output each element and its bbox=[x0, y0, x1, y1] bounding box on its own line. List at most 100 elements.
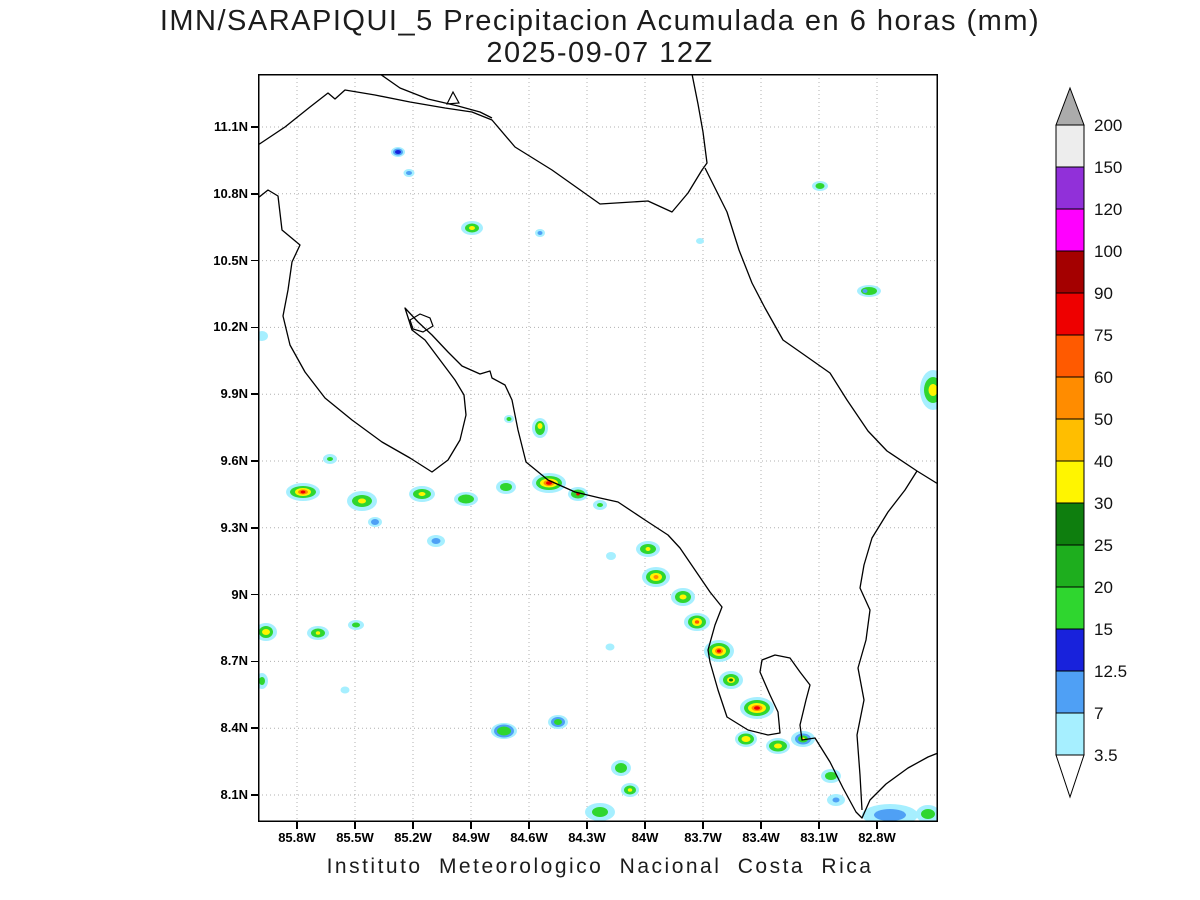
precip-cell-layer bbox=[537, 423, 543, 429]
colorbar-tick-label: 150 bbox=[1094, 158, 1122, 177]
lat-tick-label: 8.7N bbox=[220, 653, 248, 669]
colorbar-tick-label: 50 bbox=[1094, 410, 1113, 429]
precip-cell-layer bbox=[315, 631, 321, 635]
precip-cell-layer bbox=[606, 552, 616, 560]
coastline-path bbox=[258, 189, 938, 819]
axis-tick bbox=[354, 822, 356, 829]
axis-tick bbox=[818, 822, 820, 829]
colorbar-tick-label: 20 bbox=[1094, 578, 1113, 597]
precip-cell-layer bbox=[358, 498, 366, 504]
colorbar-under-arrow bbox=[1055, 754, 1085, 799]
colorbar-segment bbox=[1055, 712, 1085, 756]
colorbar-segment bbox=[1055, 376, 1085, 420]
lat-tick-label: 9.9N bbox=[220, 386, 248, 402]
grid-lines bbox=[258, 74, 938, 822]
axis-tick bbox=[702, 822, 704, 829]
coastline-path bbox=[258, 74, 708, 213]
lon-tick-label: 84.6W bbox=[510, 830, 548, 845]
precip-cell-layer bbox=[371, 519, 379, 525]
lat-tick-label: 10.8N bbox=[213, 185, 248, 201]
precip-cell-layer bbox=[497, 726, 511, 736]
precip-cell-layer bbox=[717, 649, 721, 653]
colorbar-tick-label: 15 bbox=[1094, 620, 1113, 639]
precip-cell-layer bbox=[729, 678, 733, 682]
precip-cell-layer bbox=[741, 736, 751, 742]
colorbar-segment bbox=[1055, 460, 1085, 504]
colorbar-segment bbox=[1055, 502, 1085, 546]
colorbar-tick-label: 12.5 bbox=[1094, 662, 1127, 681]
precip-cell-layer bbox=[300, 490, 306, 494]
precip-cell-layer bbox=[537, 231, 543, 235]
colorbar-segment bbox=[1055, 670, 1085, 714]
precip-cell-layer bbox=[615, 763, 627, 773]
axis-tick bbox=[251, 794, 258, 796]
coastline-path bbox=[379, 74, 493, 119]
lon-tick-label: 84.9W bbox=[452, 830, 490, 845]
colorbar-segment bbox=[1055, 166, 1085, 210]
colorbar-tick-label: 60 bbox=[1094, 368, 1113, 387]
axis-tick bbox=[251, 126, 258, 128]
colorbar-tick-label: 120 bbox=[1094, 200, 1122, 219]
lon-tick-label: 85.5W bbox=[336, 830, 374, 845]
precip-cell-layer bbox=[506, 417, 512, 421]
lon-tick-label: 85.2W bbox=[394, 830, 432, 845]
axis-tick bbox=[296, 822, 298, 829]
axis-tick bbox=[470, 822, 472, 829]
island-outline bbox=[445, 90, 460, 105]
axis-tick bbox=[644, 822, 646, 829]
axis-tick bbox=[760, 822, 762, 829]
axis-tick bbox=[251, 593, 258, 596]
colorbar-segment bbox=[1055, 334, 1085, 378]
axis-tick bbox=[251, 660, 258, 663]
colorbar-tick-label: 25 bbox=[1094, 536, 1113, 555]
lon-tick-label: 83.4W bbox=[742, 830, 780, 845]
axis-tick bbox=[586, 822, 588, 829]
colorbar-tick-label: 75 bbox=[1094, 326, 1113, 345]
colorbar-tick-label: 90 bbox=[1094, 284, 1113, 303]
precip-cell-layer bbox=[774, 743, 782, 749]
precip-cell-layer bbox=[418, 492, 426, 496]
precip-cell-layer bbox=[258, 331, 268, 341]
precip-cell-layer bbox=[653, 575, 659, 579]
lat-tick-label: 9N bbox=[231, 586, 248, 602]
precip-cells bbox=[258, 147, 938, 822]
colorbar-tick-label: 100 bbox=[1094, 242, 1122, 261]
coastline-path bbox=[704, 167, 938, 485]
lon-tick-label: 83.1W bbox=[800, 830, 838, 845]
precip-cell-layer bbox=[340, 686, 350, 694]
map-canvas bbox=[258, 74, 938, 822]
colorbar-tick-label: 7 bbox=[1094, 704, 1103, 723]
precip-cell-layer bbox=[554, 719, 562, 725]
precip-cell-layer bbox=[352, 622, 360, 628]
lat-tick-label: 8.1N bbox=[220, 787, 248, 802]
colorbar-tick-label: 30 bbox=[1094, 494, 1113, 513]
precip-cell-layer bbox=[406, 171, 412, 175]
colorbar-segment bbox=[1055, 544, 1085, 588]
axis-tick bbox=[251, 727, 258, 729]
axis-tick bbox=[251, 393, 258, 395]
axis-tick bbox=[251, 460, 258, 462]
colorbar-tick-label: 200 bbox=[1094, 116, 1122, 135]
precip-cell-layer bbox=[815, 183, 825, 189]
colorbar-segment bbox=[1055, 418, 1085, 462]
precip-cell-layer bbox=[469, 226, 475, 230]
precip-cell-layer bbox=[862, 289, 868, 293]
precip-cell-layer bbox=[874, 809, 906, 821]
lon-tick-label: 84W bbox=[631, 830, 659, 845]
colorbar: 200 150 120 100 90 75 60 50 40 30 25 20 15 12.5 7 3.5 bbox=[1055, 86, 1127, 799]
precip-cell-layer bbox=[627, 788, 633, 792]
precip-cell-layer bbox=[832, 797, 840, 803]
map-frame bbox=[258, 74, 938, 822]
axis-tick bbox=[876, 822, 878, 829]
precip-cell-layer bbox=[597, 503, 603, 507]
colorbar-segment bbox=[1055, 628, 1085, 672]
island-outline bbox=[409, 313, 434, 333]
precip-cell-layer bbox=[431, 538, 441, 544]
colorbar-segment bbox=[1055, 292, 1085, 336]
precip-cell-layer bbox=[679, 594, 687, 600]
lon-tick-label: 85.8W bbox=[278, 830, 316, 845]
precip-cell-layer bbox=[694, 620, 700, 624]
lat-tick-label: 10.5N bbox=[213, 252, 248, 268]
precip-cell-layer bbox=[546, 481, 552, 485]
precip-cell-layer bbox=[262, 629, 270, 635]
